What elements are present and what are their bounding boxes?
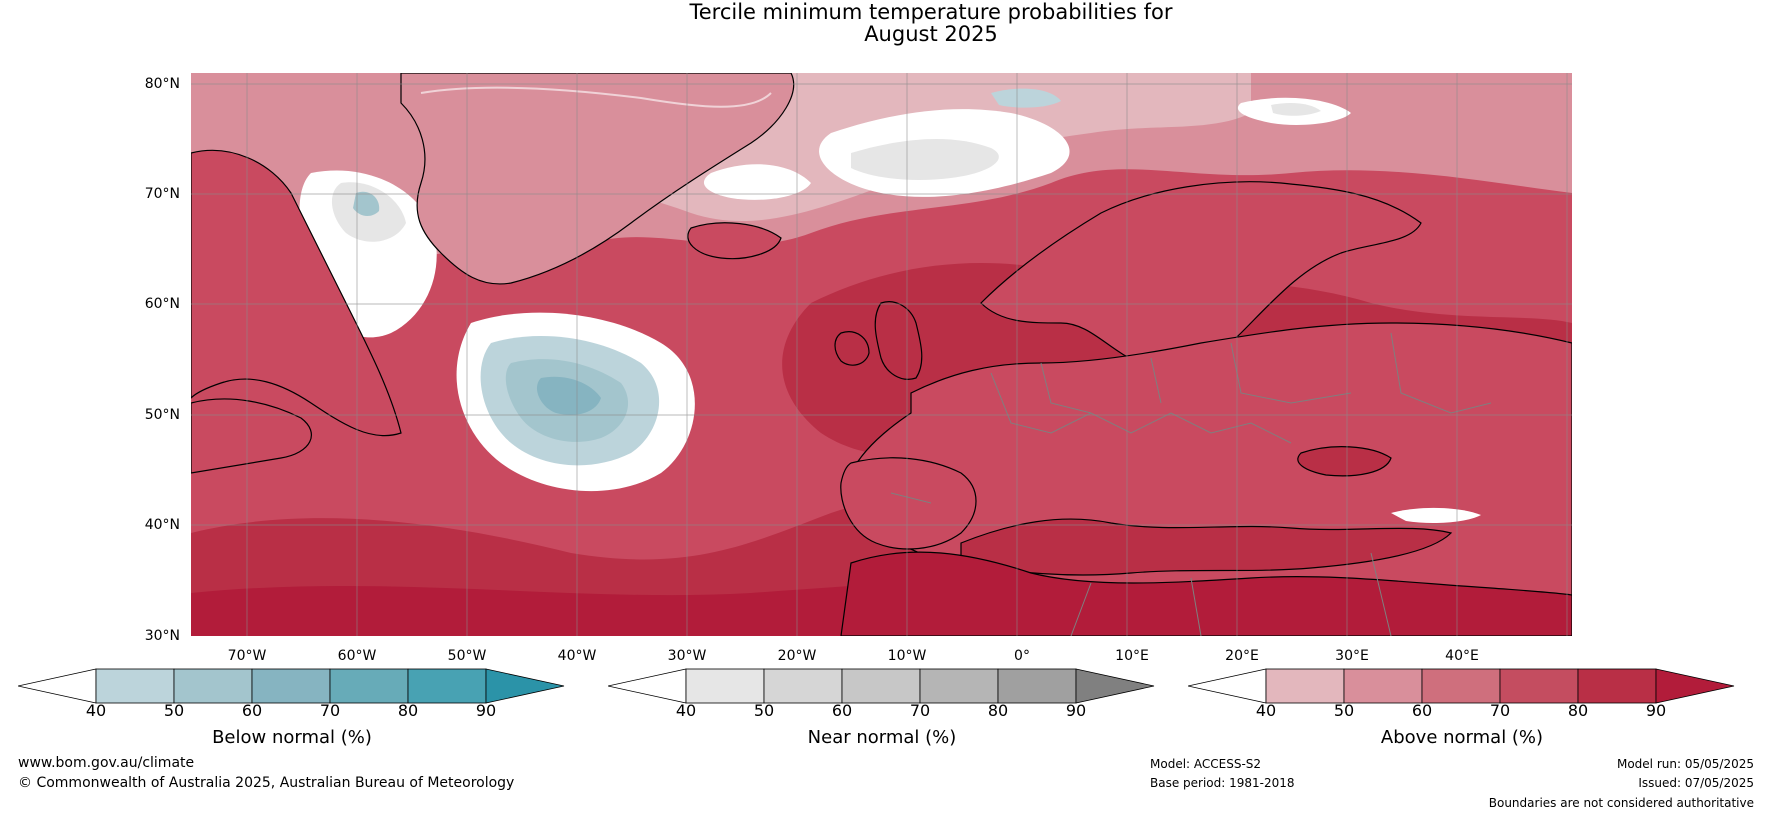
colorbar-2-segment-1 xyxy=(1343,668,1423,704)
colorbar-2-segment-4 xyxy=(1577,668,1657,704)
colorbar-0-segment-4 xyxy=(407,668,487,704)
copyright-text: © Commonwealth of Australia 2025, Austra… xyxy=(18,775,515,791)
model-run-text: Model run: 05/05/2025 xyxy=(1616,757,1754,771)
colorbar-2-segment-3 xyxy=(1499,668,1579,704)
equal-chances-turkey-region xyxy=(1391,507,1481,523)
disclaimer-text: Boundaries are not considered authoritat… xyxy=(1488,796,1754,810)
model-text: Model: ACCESS-S2 xyxy=(1150,757,1262,771)
above-normal-colorbar-label: Above normal (%) xyxy=(1380,727,1544,748)
colorbar-0-segment-3 xyxy=(329,668,409,704)
map-title-line-1: Tercile minimum temperature probabilitie… xyxy=(689,0,1173,24)
probability-map xyxy=(191,73,1572,636)
colorbar-1-segment-3 xyxy=(919,668,999,704)
above-normal-colorbar xyxy=(1188,668,1735,704)
colorbar-1-segment-1 xyxy=(763,668,843,704)
lon-label-20w: 20°W xyxy=(777,648,817,664)
below-normal-colorbar-label: Below normal (%) xyxy=(212,727,372,748)
black-sea xyxy=(1297,446,1392,477)
colorbar-2-extend-high xyxy=(1655,668,1735,704)
lat-label-50n: 50°N xyxy=(144,407,180,423)
colorbar-0-tick-90: 90 xyxy=(475,701,497,720)
canada-east-landmass xyxy=(191,149,402,437)
below-normal-60-70-region xyxy=(536,376,601,415)
colorbar-2-tick-40: 40 xyxy=(1255,701,1277,720)
colorbar-2-tick-70: 70 xyxy=(1489,701,1511,720)
colorbar-2-tick-60: 60 xyxy=(1411,701,1433,720)
colorbar-2-tick-50: 50 xyxy=(1333,701,1355,720)
issued-text: Issued: 07/05/2025 xyxy=(1638,776,1754,790)
near-normal-svalbard-region xyxy=(1271,103,1321,116)
colorbar-1-extend-high xyxy=(1075,668,1155,704)
colorbar-0-tick-50: 50 xyxy=(163,701,185,720)
colorbar-0-segment-2 xyxy=(251,668,331,704)
colorbar-2-segment-2 xyxy=(1421,668,1501,704)
colorbar-1-segment-4 xyxy=(997,668,1077,704)
website-link-text: www.bom.gov.au/climate xyxy=(18,755,195,771)
lat-label-70n: 70°N xyxy=(144,186,180,202)
lat-label-60n: 60°N xyxy=(144,296,180,312)
scandinavia-landmass xyxy=(980,181,1422,368)
lon-label-70w: 70°W xyxy=(227,648,267,664)
colorbar-0-tick-70: 70 xyxy=(319,701,341,720)
colorbar-1-segment-0 xyxy=(685,668,765,704)
near-normal-40-50-region xyxy=(851,138,999,180)
colorbar-2-segment-0 xyxy=(1265,668,1345,704)
lat-label-40n: 40°N xyxy=(144,517,180,533)
colorbar-0-tick-80: 80 xyxy=(397,701,419,720)
base-period-text: Base period: 1981-2018 xyxy=(1150,776,1295,790)
lon-label-0: 0° xyxy=(1014,648,1030,664)
colorbar-0-tick-60: 60 xyxy=(241,701,263,720)
map-title-line-2: August 2025 xyxy=(864,22,998,46)
iberia-landmass xyxy=(840,457,977,550)
colorbar-2-tick-90: 90 xyxy=(1645,701,1667,720)
lon-label-10w: 10°W xyxy=(887,648,927,664)
near-normal-colorbar-label: Near normal (%) xyxy=(807,727,957,748)
lon-label-10e: 10°E xyxy=(1115,648,1149,664)
ireland-landmass xyxy=(834,331,870,366)
lon-label-60w: 60°W xyxy=(337,648,377,664)
below-normal-colorbar xyxy=(18,668,565,704)
map-gridlines xyxy=(191,73,1572,636)
mediterranean-sea xyxy=(960,518,1453,576)
colorbar-2-tick-80: 80 xyxy=(1567,701,1589,720)
colorbar-1-tick-40: 40 xyxy=(675,701,697,720)
equal-chances-greenland-sea-region xyxy=(703,164,811,200)
north-africa-landmass xyxy=(840,551,1572,636)
lon-label-40e: 40°E xyxy=(1445,648,1479,664)
lon-label-50w: 50°W xyxy=(447,648,487,664)
near-normal-colorbar xyxy=(608,668,1155,704)
colorbar-0-segment-1 xyxy=(173,668,253,704)
country-borders-3 xyxy=(890,492,1392,636)
lat-label-30n: 30°N xyxy=(144,628,180,644)
lon-label-20e: 20°E xyxy=(1225,648,1259,664)
colorbar-1-tick-90: 90 xyxy=(1065,701,1087,720)
greenland-landmass xyxy=(400,73,795,285)
colorbar-1-extend-low xyxy=(608,668,687,704)
colorbar-1-tick-50: 50 xyxy=(753,701,775,720)
colorbar-1-tick-60: 60 xyxy=(831,701,853,720)
lat-label-80n: 80°N xyxy=(144,76,180,92)
lon-label-30w: 30°W xyxy=(667,648,707,664)
below-normal-arctic-region xyxy=(991,88,1061,108)
colorbar-0-tick-40: 40 xyxy=(85,701,107,720)
canada-maritime-landmass xyxy=(191,398,312,474)
colorbar-2-extend-low xyxy=(1188,668,1267,704)
colorbar-0-extend-high xyxy=(485,668,565,704)
iceland-landmass xyxy=(687,222,782,260)
colorbar-1-segment-2 xyxy=(841,668,921,704)
lon-label-40w: 40°W xyxy=(557,648,597,664)
colorbar-1-tick-80: 80 xyxy=(987,701,1009,720)
great-britain-landmass xyxy=(874,301,923,380)
country-borders-2 xyxy=(1040,332,1492,414)
map-graphic xyxy=(191,73,1572,636)
country-borders-1 xyxy=(990,372,1292,444)
colorbar-0-extend-low xyxy=(18,668,97,704)
colorbar-1-tick-70: 70 xyxy=(909,701,931,720)
lon-label-30e: 30°E xyxy=(1335,648,1369,664)
greenland-icecap-highlight xyxy=(420,86,772,108)
below-normal-baffin-region xyxy=(353,191,380,217)
colorbar-0-segment-0 xyxy=(95,668,175,704)
